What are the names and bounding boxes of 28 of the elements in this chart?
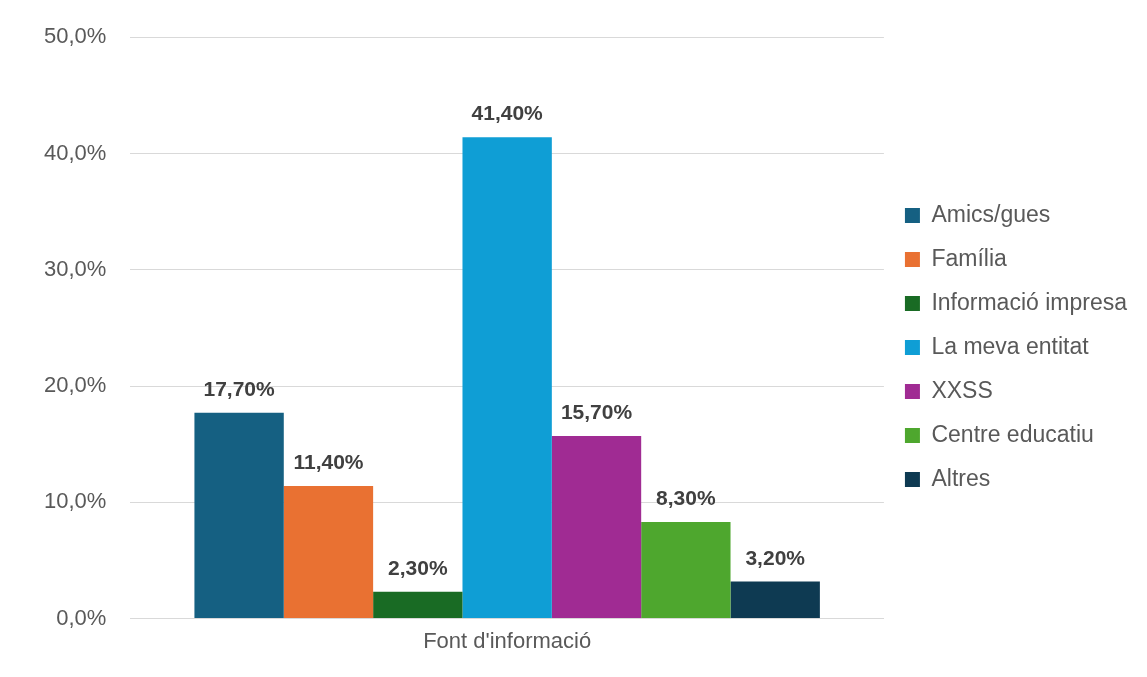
data-label: 8,30% (656, 486, 716, 510)
legend-label: Amics/gues (931, 200, 1051, 227)
bar (730, 581, 820, 619)
bar (551, 436, 642, 619)
bar (194, 412, 284, 619)
bar (283, 486, 374, 619)
data-label: 11,40% (293, 450, 364, 474)
data-label: 17,70% (203, 377, 276, 401)
bar (462, 137, 552, 619)
bar (373, 591, 463, 619)
data-label: 41,40% (471, 101, 544, 125)
data-label: 15,70% (560, 400, 633, 424)
bar (641, 522, 731, 619)
y-tick-label: 10,0% (43, 488, 107, 514)
legend-label: Família (931, 244, 1008, 271)
y-tick-label: 30,0% (43, 255, 107, 281)
legend-label: Centre educatiu (931, 420, 1094, 447)
x-tick-label: Font d'informació (423, 627, 592, 653)
y-tick-label: 20,0% (43, 372, 107, 398)
legend-label: La meva entitat (931, 332, 1090, 359)
y-tick-label: 50,0% (43, 23, 107, 49)
legend-label: XXSS (931, 376, 993, 403)
data-label: 3,20% (745, 545, 806, 569)
data-label: 2,30% (388, 556, 448, 580)
legend-label: Informació impresa (931, 288, 1128, 315)
y-tick-label: 40,0% (43, 139, 107, 165)
legend-label: Altres (931, 464, 991, 491)
y-tick-label: 0,0% (56, 604, 107, 630)
